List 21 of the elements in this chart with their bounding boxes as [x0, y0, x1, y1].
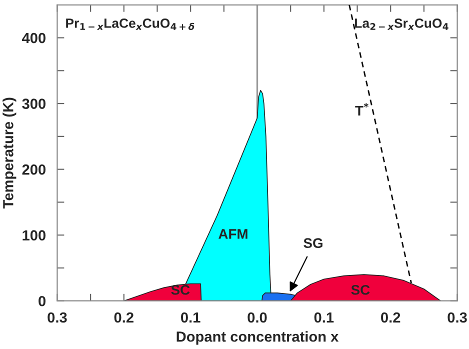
y-tick-label: 100: [22, 230, 46, 240]
annotation: SG: [304, 238, 322, 248]
annotation: SC: [171, 284, 190, 295]
annotation: SC: [351, 284, 370, 295]
x-tick-label: 0.1: [314, 312, 334, 323]
y-tick-label: 0: [38, 296, 46, 306]
annotation: Pr$_{1−x}$LaCe$_{x}$CuO$_{4+δ}$: [66, 18, 194, 30]
x-tick-label: 0.3: [448, 312, 467, 323]
y-axis-title: Temperature (K): [2, 98, 16, 208]
annotation: T$^{*}$: [355, 102, 368, 116]
x-axis-title: Dopant concentration x: [176, 331, 339, 345]
x-tick-label: 0.2: [381, 312, 400, 323]
y-tick-label: 400: [22, 32, 46, 44]
x-tick-label: 0.1: [181, 312, 200, 323]
y-tick-label: 300: [22, 98, 46, 109]
annotation: AFM: [218, 229, 248, 239]
y-tick-label: 200: [22, 164, 46, 175]
annotation: La$_{2−x}$Sr$_{x}$CuO$_{4}$: [355, 18, 448, 30]
x-tick-label: 0.3: [48, 312, 67, 323]
x-tick-label: 0.2: [114, 312, 134, 323]
x-tick-label: 0.0: [248, 312, 267, 323]
